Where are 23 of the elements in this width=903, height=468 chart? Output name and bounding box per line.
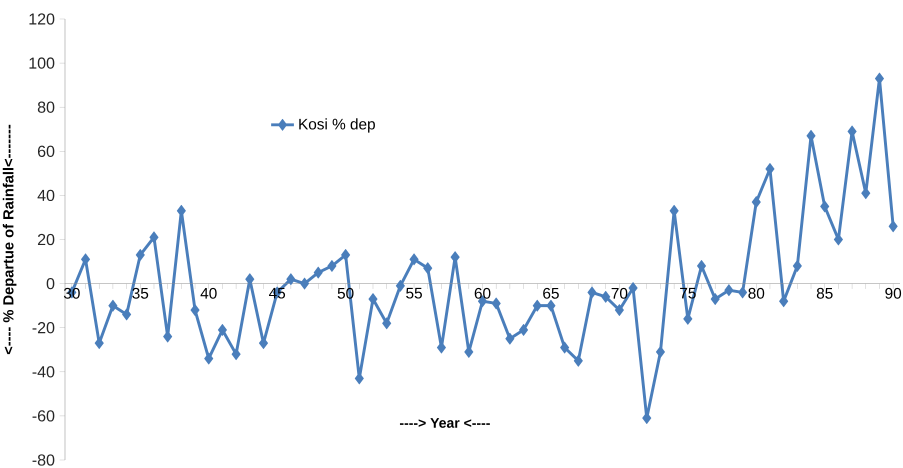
- x-axis-title: ----> Year <----: [400, 418, 490, 428]
- x-tick-label: 80: [748, 288, 764, 299]
- y-tick-label: -60: [32, 410, 54, 422]
- y-tick-label: 120: [29, 13, 54, 25]
- y-tick-label: 60: [38, 146, 54, 157]
- y-tick-label: 80: [38, 102, 54, 113]
- y-tick-label: 20: [38, 234, 54, 246]
- y-axis-title: <---- % Departue of Rainfall<-------: [2, 124, 16, 354]
- y-tick-label: -20: [32, 322, 54, 334]
- x-tick-label: 35: [132, 288, 148, 299]
- y-tick-label: -80: [32, 454, 54, 466]
- x-tick-label: 65: [543, 288, 559, 299]
- x-tick-label: 70: [612, 288, 628, 299]
- x-tick-label: 90: [885, 288, 902, 299]
- x-tick-label: 55: [406, 288, 422, 299]
- y-tick-label: 0: [46, 278, 54, 290]
- x-tick-label: 40: [200, 288, 217, 299]
- x-tick-label: 85: [816, 288, 833, 299]
- y-tick-label: 100: [29, 57, 54, 69]
- legend-label: Kosi % dep: [299, 118, 375, 133]
- x-tick-label: 60: [474, 288, 490, 299]
- y-tick-label: 40: [38, 190, 54, 202]
- y-tick-label: -40: [32, 366, 54, 378]
